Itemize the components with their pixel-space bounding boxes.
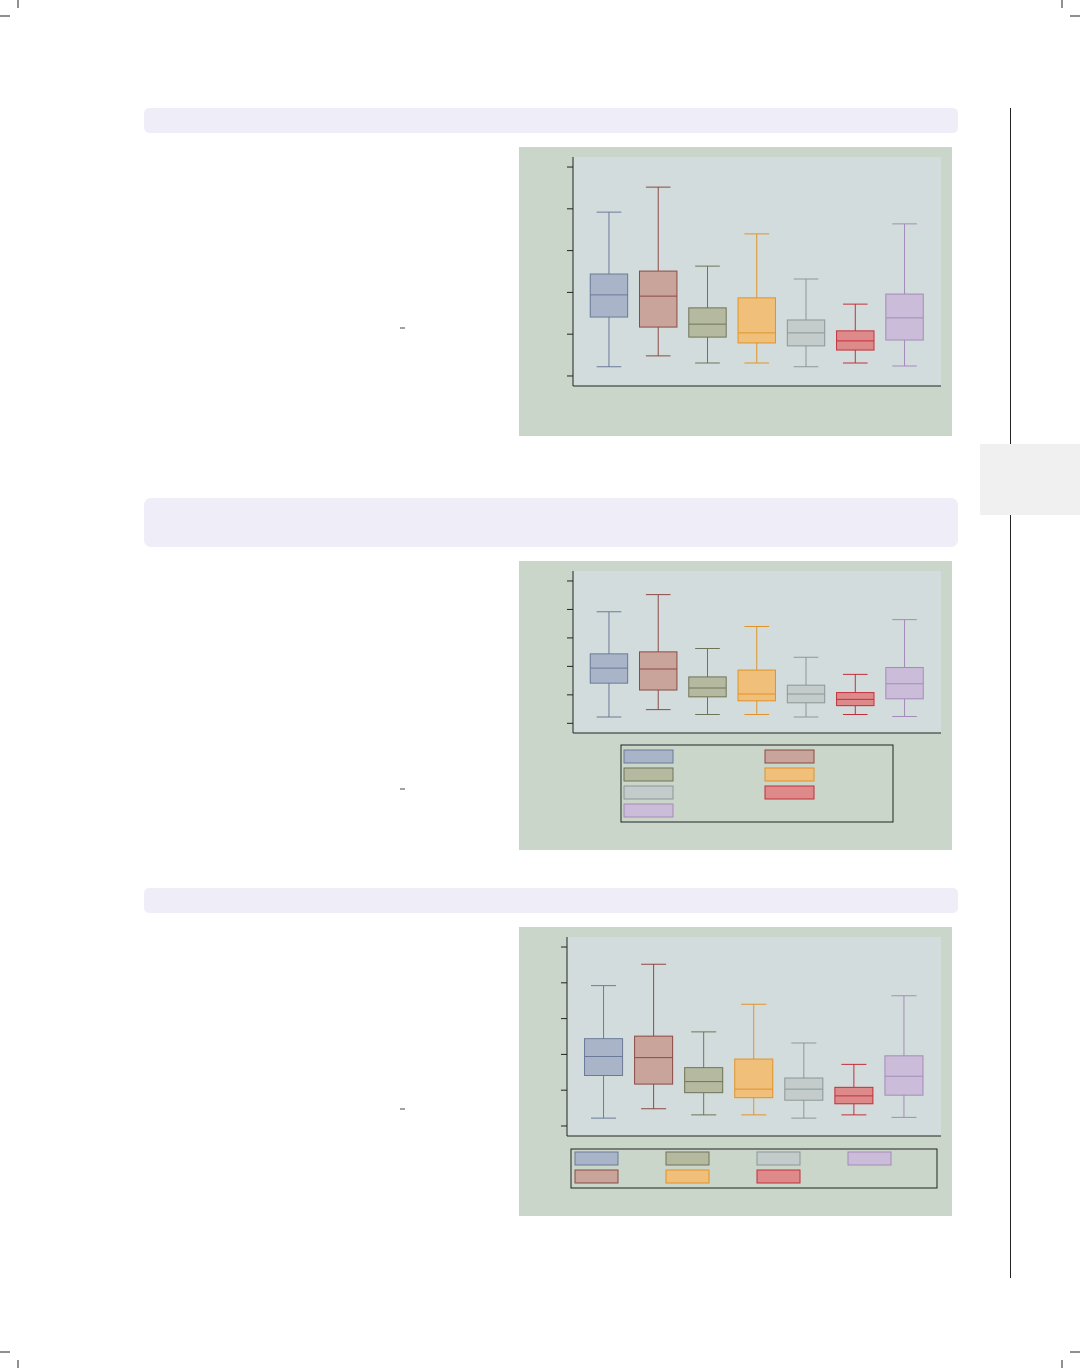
box bbox=[639, 651, 678, 691]
section-bar bbox=[144, 108, 958, 133]
legend bbox=[620, 744, 894, 823]
box bbox=[737, 297, 776, 344]
box bbox=[885, 667, 924, 700]
box bbox=[734, 1058, 774, 1099]
legend-swatch bbox=[623, 785, 674, 800]
legend-swatch bbox=[623, 749, 674, 764]
box bbox=[684, 1067, 724, 1094]
box bbox=[634, 1035, 674, 1085]
legend-swatch bbox=[574, 1151, 619, 1166]
box bbox=[688, 676, 727, 698]
legend-swatch bbox=[764, 785, 815, 800]
legend-swatch bbox=[847, 1151, 892, 1166]
box bbox=[639, 270, 678, 328]
side-tab bbox=[980, 444, 1080, 515]
legend-swatch bbox=[574, 1169, 619, 1184]
box bbox=[589, 273, 629, 318]
box bbox=[885, 293, 924, 341]
section-bar bbox=[144, 888, 958, 913]
legend bbox=[570, 1148, 938, 1189]
legend-swatch bbox=[665, 1151, 710, 1166]
box bbox=[688, 307, 727, 338]
legend-swatch bbox=[764, 767, 815, 782]
dash-marks bbox=[400, 327, 405, 1110]
box bbox=[884, 1055, 924, 1096]
legend-swatch bbox=[623, 767, 674, 782]
section-bar bbox=[144, 498, 958, 547]
box bbox=[737, 669, 776, 702]
legend-swatch bbox=[756, 1151, 801, 1166]
legend-swatch bbox=[665, 1169, 710, 1184]
legend-swatch bbox=[623, 803, 674, 818]
box bbox=[584, 1038, 624, 1077]
legend-swatch bbox=[764, 749, 815, 764]
legend-swatch bbox=[756, 1169, 801, 1184]
